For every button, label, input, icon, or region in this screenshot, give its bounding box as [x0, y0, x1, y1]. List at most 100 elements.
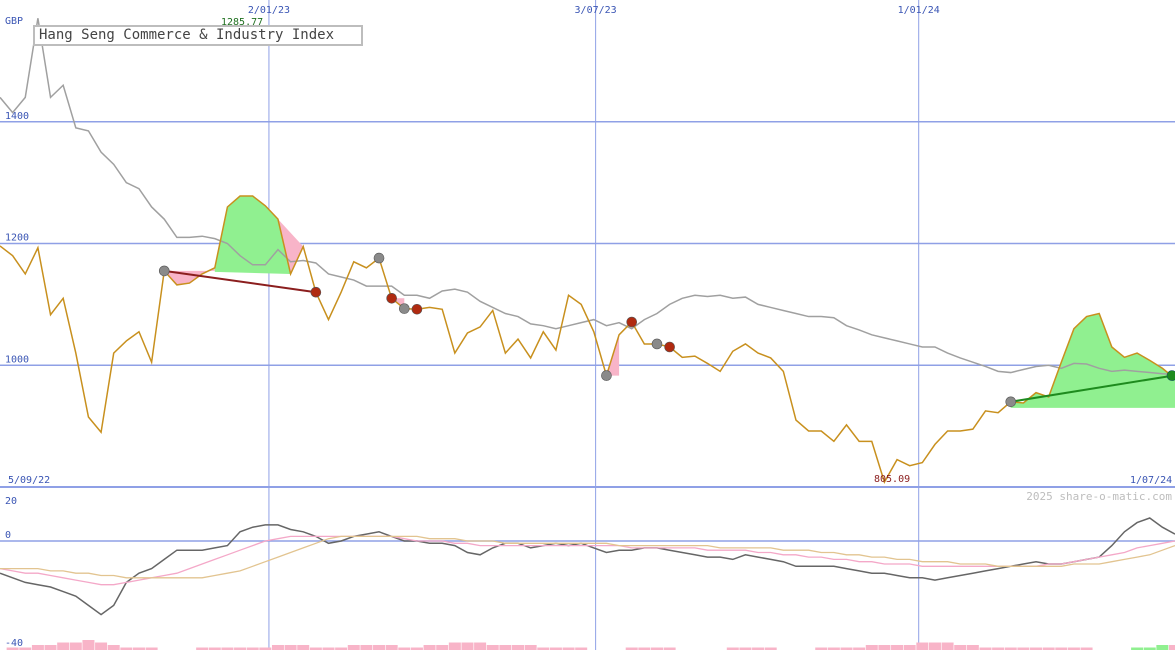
volume-bar-51: [638, 647, 651, 650]
volume-bar-46: [575, 647, 588, 650]
volume-bar-39: [486, 645, 499, 650]
volume-bar-74: [928, 642, 941, 650]
osc-tick-label--40: -40: [5, 638, 23, 649]
volume-bar-16: [196, 647, 209, 650]
volume-bar-38: [474, 642, 487, 650]
exit-marker-4: [664, 341, 675, 353]
volume-bar-24: [297, 645, 310, 650]
volume-bar-2: [19, 647, 32, 650]
entry-marker-1: [373, 252, 385, 264]
volume-bar-79: [992, 647, 1005, 650]
high-annotation: 1285.77: [221, 17, 263, 28]
volume-bar-81: [1017, 647, 1030, 650]
volume-bar-78: [979, 647, 992, 650]
exit-marker-1: [386, 292, 397, 304]
volume-bar-61: [764, 647, 777, 650]
y-tick-label-1200: 1200: [5, 233, 29, 244]
volume-bar-86: [1080, 647, 1093, 650]
entry-marker-5: [1005, 396, 1017, 408]
volume-bar-3: [31, 645, 44, 650]
volume-bar-66: [827, 647, 840, 650]
volume-bar-91: [1143, 647, 1156, 650]
osc-tick-label-20: 20: [5, 496, 17, 507]
volume-bar-37: [461, 642, 474, 650]
volume-bar-83: [1042, 647, 1055, 650]
volume-bar-60: [752, 647, 765, 650]
volume-bar-19: [234, 647, 247, 650]
volume-bar-84: [1055, 647, 1068, 650]
oscillator-panel: [0, 517, 1175, 650]
unit-label: GBP: [5, 16, 23, 27]
volume-bar-5: [57, 642, 70, 650]
volume-bar-10: [120, 647, 133, 650]
volume-bar-82: [1030, 647, 1043, 650]
exit-marker-2: [411, 303, 423, 315]
volume-bar-44: [549, 647, 562, 650]
volume-bar-1: [6, 647, 19, 650]
chart-title-box: Hang Seng Commerce & Industry Index: [33, 25, 363, 46]
chart-title: Hang Seng Commerce & Industry Index: [39, 27, 335, 43]
volume-bar-6: [69, 642, 82, 650]
volume-bar-80: [1004, 647, 1017, 650]
volume-bar-35: [436, 645, 449, 650]
volume-bar-22: [271, 645, 284, 650]
volume-bar-90: [1131, 647, 1144, 650]
volume-bar-43: [537, 647, 550, 650]
volume-bar-32: [398, 647, 411, 650]
volume-bar-25: [309, 647, 322, 650]
y-tick-label-1400: 1400: [5, 111, 29, 122]
volume-bar-26: [322, 647, 335, 650]
volume-bar-40: [499, 645, 512, 650]
osc-tick-label-0: 0: [5, 530, 11, 541]
volume-bar-45: [562, 647, 575, 650]
volume-bar-18: [221, 647, 234, 650]
volume-bar-65: [815, 647, 828, 650]
volume-bar-58: [726, 647, 739, 650]
entry-marker-0: [158, 265, 170, 277]
oscillator-line-tan: [0, 535, 1175, 579]
volume-bar-72: [903, 645, 916, 650]
oscillator-line-pink: [0, 535, 1175, 586]
exit-marker-0: [310, 286, 322, 298]
volume-bar-69: [865, 645, 878, 650]
exit-marker-3: [626, 316, 638, 328]
volume-bar-17: [208, 647, 221, 650]
volume-bar-30: [373, 645, 386, 650]
moving-average-line: [0, 18, 1175, 376]
volume-bar-23: [284, 645, 297, 650]
volume-bar-12: [145, 647, 158, 650]
volume-bar-41: [512, 645, 525, 650]
volume-bar-85: [1067, 647, 1080, 650]
volume-bar-8: [95, 642, 108, 650]
volume-bar-27: [335, 647, 348, 650]
x-tick-label-1: 3/07/23: [575, 5, 617, 16]
volume-bar-76: [954, 645, 967, 650]
entry-marker-2: [399, 303, 410, 314]
volume-bar-77: [966, 645, 979, 650]
volume-bar-68: [853, 647, 866, 650]
x-tick-label-2: 1/01/24: [898, 5, 940, 16]
volume-bar-50: [625, 647, 638, 650]
volume-bar-59: [739, 647, 752, 650]
volume-bar-93: [1169, 645, 1175, 650]
volume-bar-67: [840, 647, 853, 650]
markers: [158, 252, 1175, 408]
start-date-label: 5/09/22: [8, 475, 50, 486]
entry-marker-3: [601, 370, 612, 381]
series: [0, 18, 1175, 485]
volume-bar-33: [410, 647, 423, 650]
volume-bar-11: [132, 647, 145, 650]
volume-bar-20: [246, 647, 259, 650]
volume-bar-42: [524, 645, 537, 650]
volume-bar-31: [385, 645, 398, 650]
volume-bar-29: [360, 645, 373, 650]
volume-bar-21: [259, 647, 272, 650]
y-tick-label-1000: 1000: [5, 354, 29, 365]
volume-bar-4: [44, 645, 57, 650]
downtrend-line: [164, 269, 316, 294]
volume-bar-36: [448, 642, 461, 650]
volume-bar-71: [891, 645, 904, 650]
